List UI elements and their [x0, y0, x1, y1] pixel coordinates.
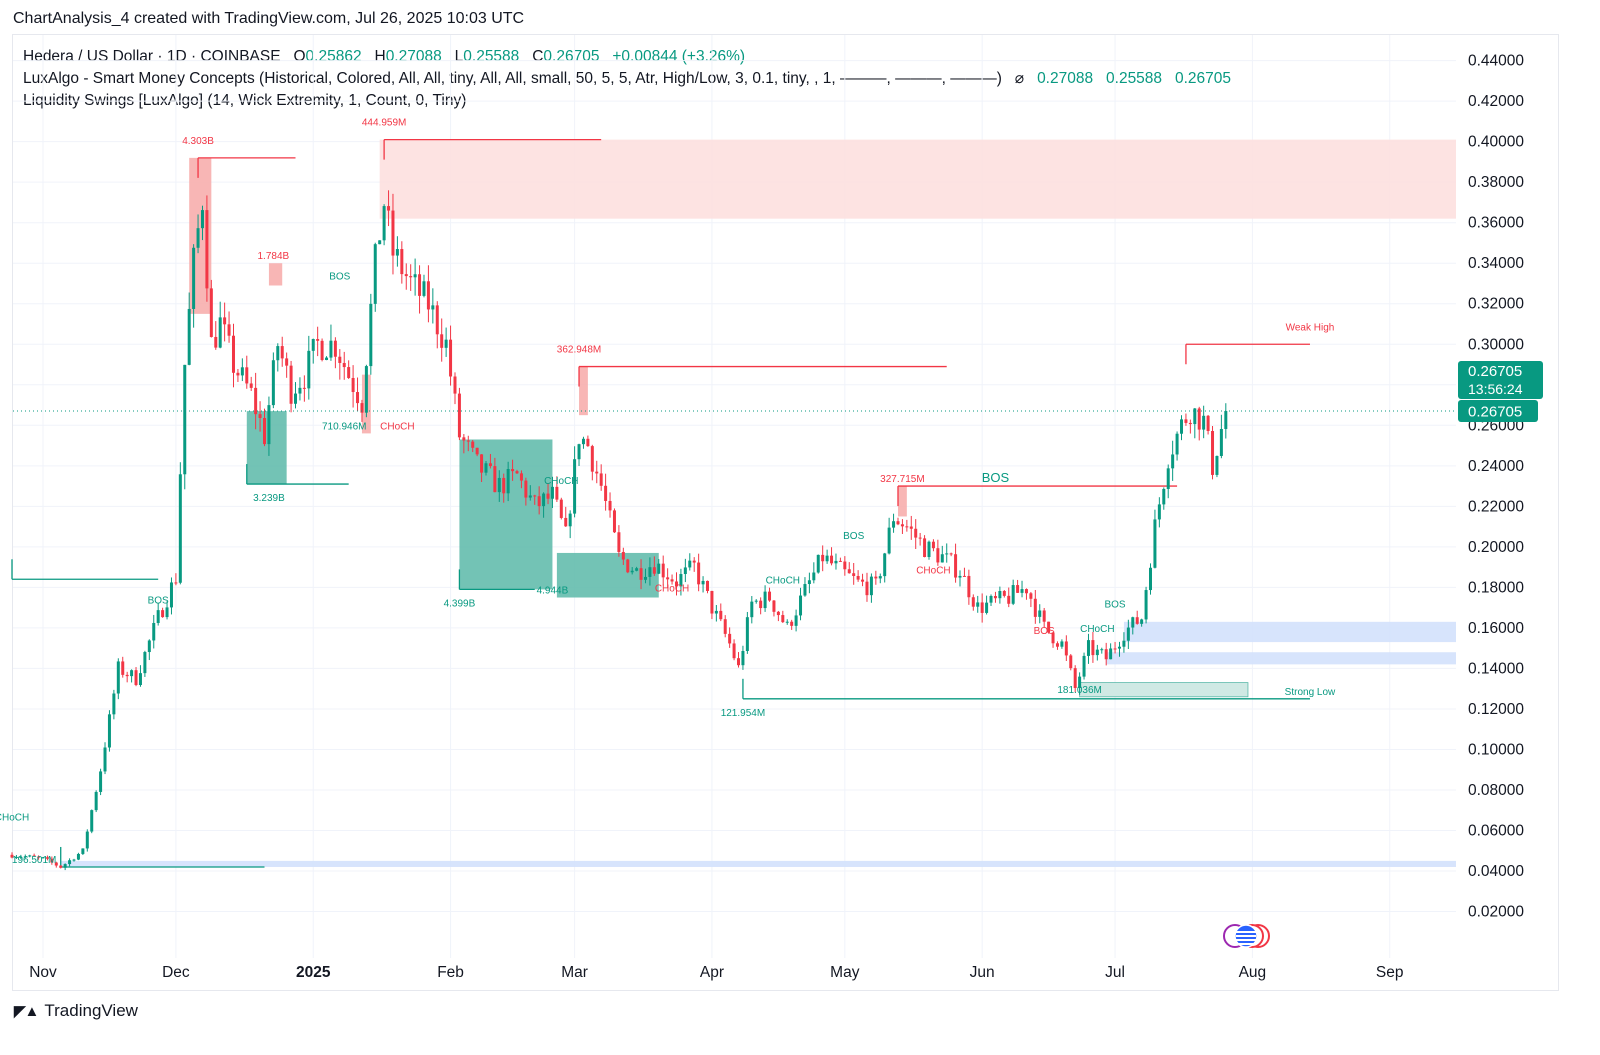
tradingview-brand-name: TradingView	[44, 1001, 138, 1020]
chart-frame	[12, 34, 1559, 991]
indicator-smc-value-3: 0.26705	[1174, 70, 1231, 87]
symbol-legend-row[interactable]: Hedera / US Dollar · 1D · COINBASE O0.25…	[23, 46, 1231, 68]
change-value: +0.00844 (+3.26%)	[612, 48, 746, 65]
symbol-name[interactable]: Hedera / US Dollar · 1D · COINBASE	[23, 48, 281, 65]
high-label: H	[374, 48, 386, 65]
low-label: L	[454, 48, 464, 65]
indicator-smc-name[interactable]: LuxAlgo - Smart Money Concepts (Historic…	[23, 70, 1002, 87]
indicator-liquidity-name[interactable]: Liquidity Swings [LuxAlgo] (14, Wick Ext…	[23, 92, 467, 109]
low-value: 0.25588	[463, 48, 520, 65]
indicator-smc-row[interactable]: LuxAlgo - Smart Money Concepts (Historic…	[23, 68, 1231, 90]
tradingview-logo-icon: ◤▲	[14, 1003, 39, 1020]
chart-legend: Hedera / US Dollar · 1D · COINBASE O0.25…	[23, 46, 1231, 112]
open-label: O	[293, 48, 306, 65]
hidden-eye-icon[interactable]: ⌀	[1014, 70, 1025, 87]
tradingview-brand[interactable]: ◤▲ TradingView	[14, 1001, 138, 1021]
indicator-smc-value-1: 0.27088	[1037, 70, 1094, 87]
high-value: 0.27088	[385, 48, 442, 65]
indicator-liquidity-row[interactable]: Liquidity Swings [LuxAlgo] (14, Wick Ext…	[23, 90, 1231, 112]
close-label: C	[532, 48, 544, 65]
close-value: 0.26705	[543, 48, 600, 65]
open-value: 0.25862	[305, 48, 362, 65]
indicator-smc-value-2: 0.25588	[1106, 70, 1163, 87]
chart-header-title: ChartAnalysis_4 created with TradingView…	[13, 10, 525, 27]
